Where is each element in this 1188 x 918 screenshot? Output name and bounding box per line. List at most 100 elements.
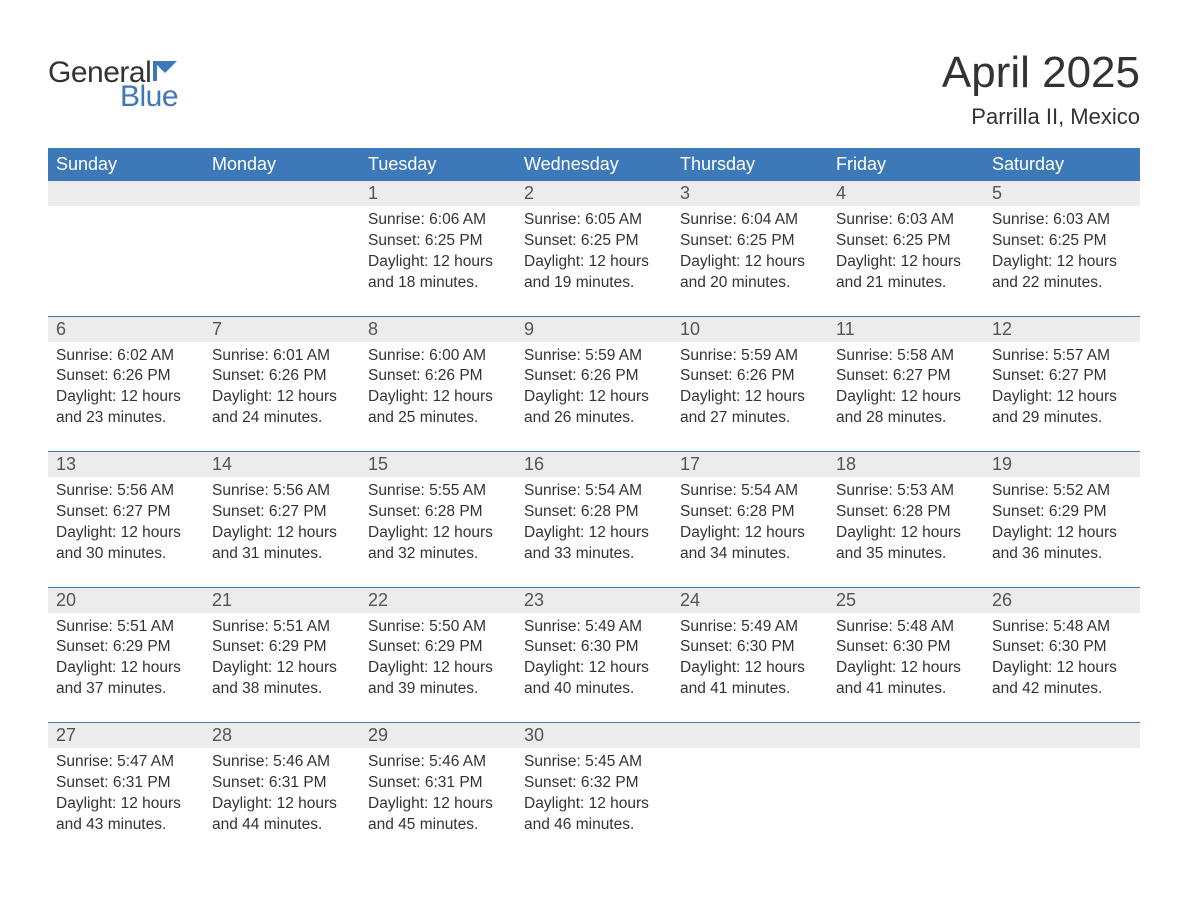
- day-number: [48, 181, 204, 206]
- daylight-text: Daylight: 12 hours and 35 minutes.: [836, 523, 976, 565]
- day-number: 8: [360, 316, 516, 342]
- day-number: 21: [204, 587, 360, 613]
- dow-friday: Friday: [828, 148, 984, 181]
- calendar-table: Sunday Monday Tuesday Wednesday Thursday…: [48, 148, 1140, 856]
- day-number: 26: [984, 587, 1140, 613]
- daynum-row: 12345: [48, 181, 1140, 206]
- daybody-row: Sunrise: 5:51 AM Sunset: 6:29 PM Daylight:…: [48, 613, 1140, 723]
- day-number: 1: [360, 181, 516, 206]
- daylight-text: Daylight: 12 hours and 26 minutes.: [524, 387, 664, 429]
- sunrise-text: Sunrise: 5:48 AM: [992, 617, 1132, 638]
- daylight-text: Daylight: 12 hours and 28 minutes.: [836, 387, 976, 429]
- daylight-text: Daylight: 12 hours and 24 minutes.: [212, 387, 352, 429]
- daylight-text: Daylight: 12 hours and 37 minutes.: [56, 658, 196, 700]
- sunrise-text: Sunrise: 5:49 AM: [680, 617, 820, 638]
- daylight-text: Daylight: 12 hours and 18 minutes.: [368, 252, 508, 294]
- day-body: Sunrise: 6:04 AMSunset: 6:25 PMDaylight:…: [672, 206, 828, 316]
- day-body: [48, 206, 204, 316]
- day-number: 28: [204, 723, 360, 749]
- day-number: 24: [672, 587, 828, 613]
- sunrise-text: Sunrise: 6:05 AM: [524, 210, 664, 231]
- day-body: Sunrise: 5:51 AMSunset: 6:29 PMDaylight:…: [204, 613, 360, 723]
- sunset-text: Sunset: 6:28 PM: [524, 502, 664, 523]
- day-body: Sunrise: 5:45 AMSunset: 6:32 PMDaylight:…: [516, 748, 672, 856]
- sunrise-text: Sunrise: 5:47 AM: [56, 752, 196, 773]
- day-number: 4: [828, 181, 984, 206]
- day-body: Sunrise: 5:54 AMSunset: 6:28 PMDaylight:…: [672, 477, 828, 587]
- daylight-text: Daylight: 12 hours and 23 minutes.: [56, 387, 196, 429]
- day-number: 27: [48, 723, 204, 749]
- sunset-text: Sunset: 6:28 PM: [836, 502, 976, 523]
- dow-monday: Monday: [204, 148, 360, 181]
- dow-saturday: Saturday: [984, 148, 1140, 181]
- daynum-row: 27282930: [48, 723, 1140, 749]
- daylight-text: Daylight: 12 hours and 32 minutes.: [368, 523, 508, 565]
- sunset-text: Sunset: 6:29 PM: [992, 502, 1132, 523]
- daynum-row: 6789101112: [48, 316, 1140, 342]
- day-number: 20: [48, 587, 204, 613]
- sunset-text: Sunset: 6:32 PM: [524, 773, 664, 794]
- day-body: Sunrise: 5:48 AMSunset: 6:30 PMDaylight:…: [828, 613, 984, 723]
- day-number: 7: [204, 316, 360, 342]
- sunrise-text: Sunrise: 5:48 AM: [836, 617, 976, 638]
- sunrise-text: Sunrise: 5:46 AM: [212, 752, 352, 773]
- page-header: General Blue April 2025 Parrilla II, Mex…: [48, 48, 1140, 130]
- day-body: Sunrise: 5:51 AMSunset: 6:29 PMDaylight:…: [48, 613, 204, 723]
- sunrise-text: Sunrise: 6:03 AM: [992, 210, 1132, 231]
- sunrise-text: Sunrise: 5:50 AM: [368, 617, 508, 638]
- daylight-text: Daylight: 12 hours and 20 minutes.: [680, 252, 820, 294]
- sunrise-text: Sunrise: 6:03 AM: [836, 210, 976, 231]
- daylight-text: Daylight: 12 hours and 30 minutes.: [56, 523, 196, 565]
- sunrise-text: Sunrise: 6:01 AM: [212, 346, 352, 367]
- day-body: Sunrise: 6:03 AMSunset: 6:25 PMDaylight:…: [828, 206, 984, 316]
- day-number: 16: [516, 452, 672, 478]
- sunrise-text: Sunrise: 5:57 AM: [992, 346, 1132, 367]
- sunrise-text: Sunrise: 5:49 AM: [524, 617, 664, 638]
- sunset-text: Sunset: 6:25 PM: [836, 231, 976, 252]
- daylight-text: Daylight: 12 hours and 36 minutes.: [992, 523, 1132, 565]
- day-number: 15: [360, 452, 516, 478]
- sunrise-text: Sunrise: 6:02 AM: [56, 346, 196, 367]
- day-body: Sunrise: 5:48 AMSunset: 6:30 PMDaylight:…: [984, 613, 1140, 723]
- sunset-text: Sunset: 6:25 PM: [368, 231, 508, 252]
- daylight-text: Daylight: 12 hours and 38 minutes.: [212, 658, 352, 700]
- daylight-text: Daylight: 12 hours and 40 minutes.: [524, 658, 664, 700]
- sunset-text: Sunset: 6:27 PM: [992, 366, 1132, 387]
- sunrise-text: Sunrise: 5:53 AM: [836, 481, 976, 502]
- daylight-text: Daylight: 12 hours and 19 minutes.: [524, 252, 664, 294]
- sunset-text: Sunset: 6:29 PM: [368, 637, 508, 658]
- day-body: Sunrise: 6:00 AMSunset: 6:26 PMDaylight:…: [360, 342, 516, 452]
- sunset-text: Sunset: 6:26 PM: [212, 366, 352, 387]
- daylight-text: Daylight: 12 hours and 44 minutes.: [212, 794, 352, 836]
- sunrise-text: Sunrise: 5:55 AM: [368, 481, 508, 502]
- daybody-row: Sunrise: 5:47 AMSunset: 6:31 PMDaylight:…: [48, 748, 1140, 856]
- daylight-text: Daylight: 12 hours and 31 minutes.: [212, 523, 352, 565]
- day-number: 25: [828, 587, 984, 613]
- sunset-text: Sunset: 6:26 PM: [680, 366, 820, 387]
- dow-tuesday: Tuesday: [360, 148, 516, 181]
- sunrise-text: Sunrise: 5:54 AM: [680, 481, 820, 502]
- day-number: 9: [516, 316, 672, 342]
- day-body: Sunrise: 5:59 AMSunset: 6:26 PMDaylight:…: [516, 342, 672, 452]
- day-number: [984, 723, 1140, 749]
- day-number: 29: [360, 723, 516, 749]
- day-body: Sunrise: 5:57 AMSunset: 6:27 PMDaylight:…: [984, 342, 1140, 452]
- daybody-row: Sunrise: 6:02 AMSunset: 6:26 PMDaylight:…: [48, 342, 1140, 452]
- day-number: [204, 181, 360, 206]
- day-number: 22: [360, 587, 516, 613]
- daylight-text: Daylight: 12 hours and 21 minutes.: [836, 252, 976, 294]
- day-body: Sunrise: 5:49 AMSunset: 6:30 PMDaylight:…: [516, 613, 672, 723]
- daybody-row: Sunrise: 6:06 AMSunset: 6:25 PMDaylight:…: [48, 206, 1140, 316]
- sunset-text: Sunset: 6:25 PM: [680, 231, 820, 252]
- day-body: Sunrise: 5:55 AMSunset: 6:28 PMDaylight:…: [360, 477, 516, 587]
- sunset-text: Sunset: 6:25 PM: [992, 231, 1132, 252]
- sunrise-text: Sunrise: 5:59 AM: [524, 346, 664, 367]
- day-number: 12: [984, 316, 1140, 342]
- day-number: 13: [48, 452, 204, 478]
- day-number: 23: [516, 587, 672, 613]
- sunrise-text: Sunrise: 5:51 AM: [212, 617, 352, 638]
- sunset-text: Sunset: 6:26 PM: [524, 366, 664, 387]
- day-body: Sunrise: 5:53 AMSunset: 6:28 PMDaylight:…: [828, 477, 984, 587]
- day-body: [204, 206, 360, 316]
- sunset-text: Sunset: 6:26 PM: [56, 366, 196, 387]
